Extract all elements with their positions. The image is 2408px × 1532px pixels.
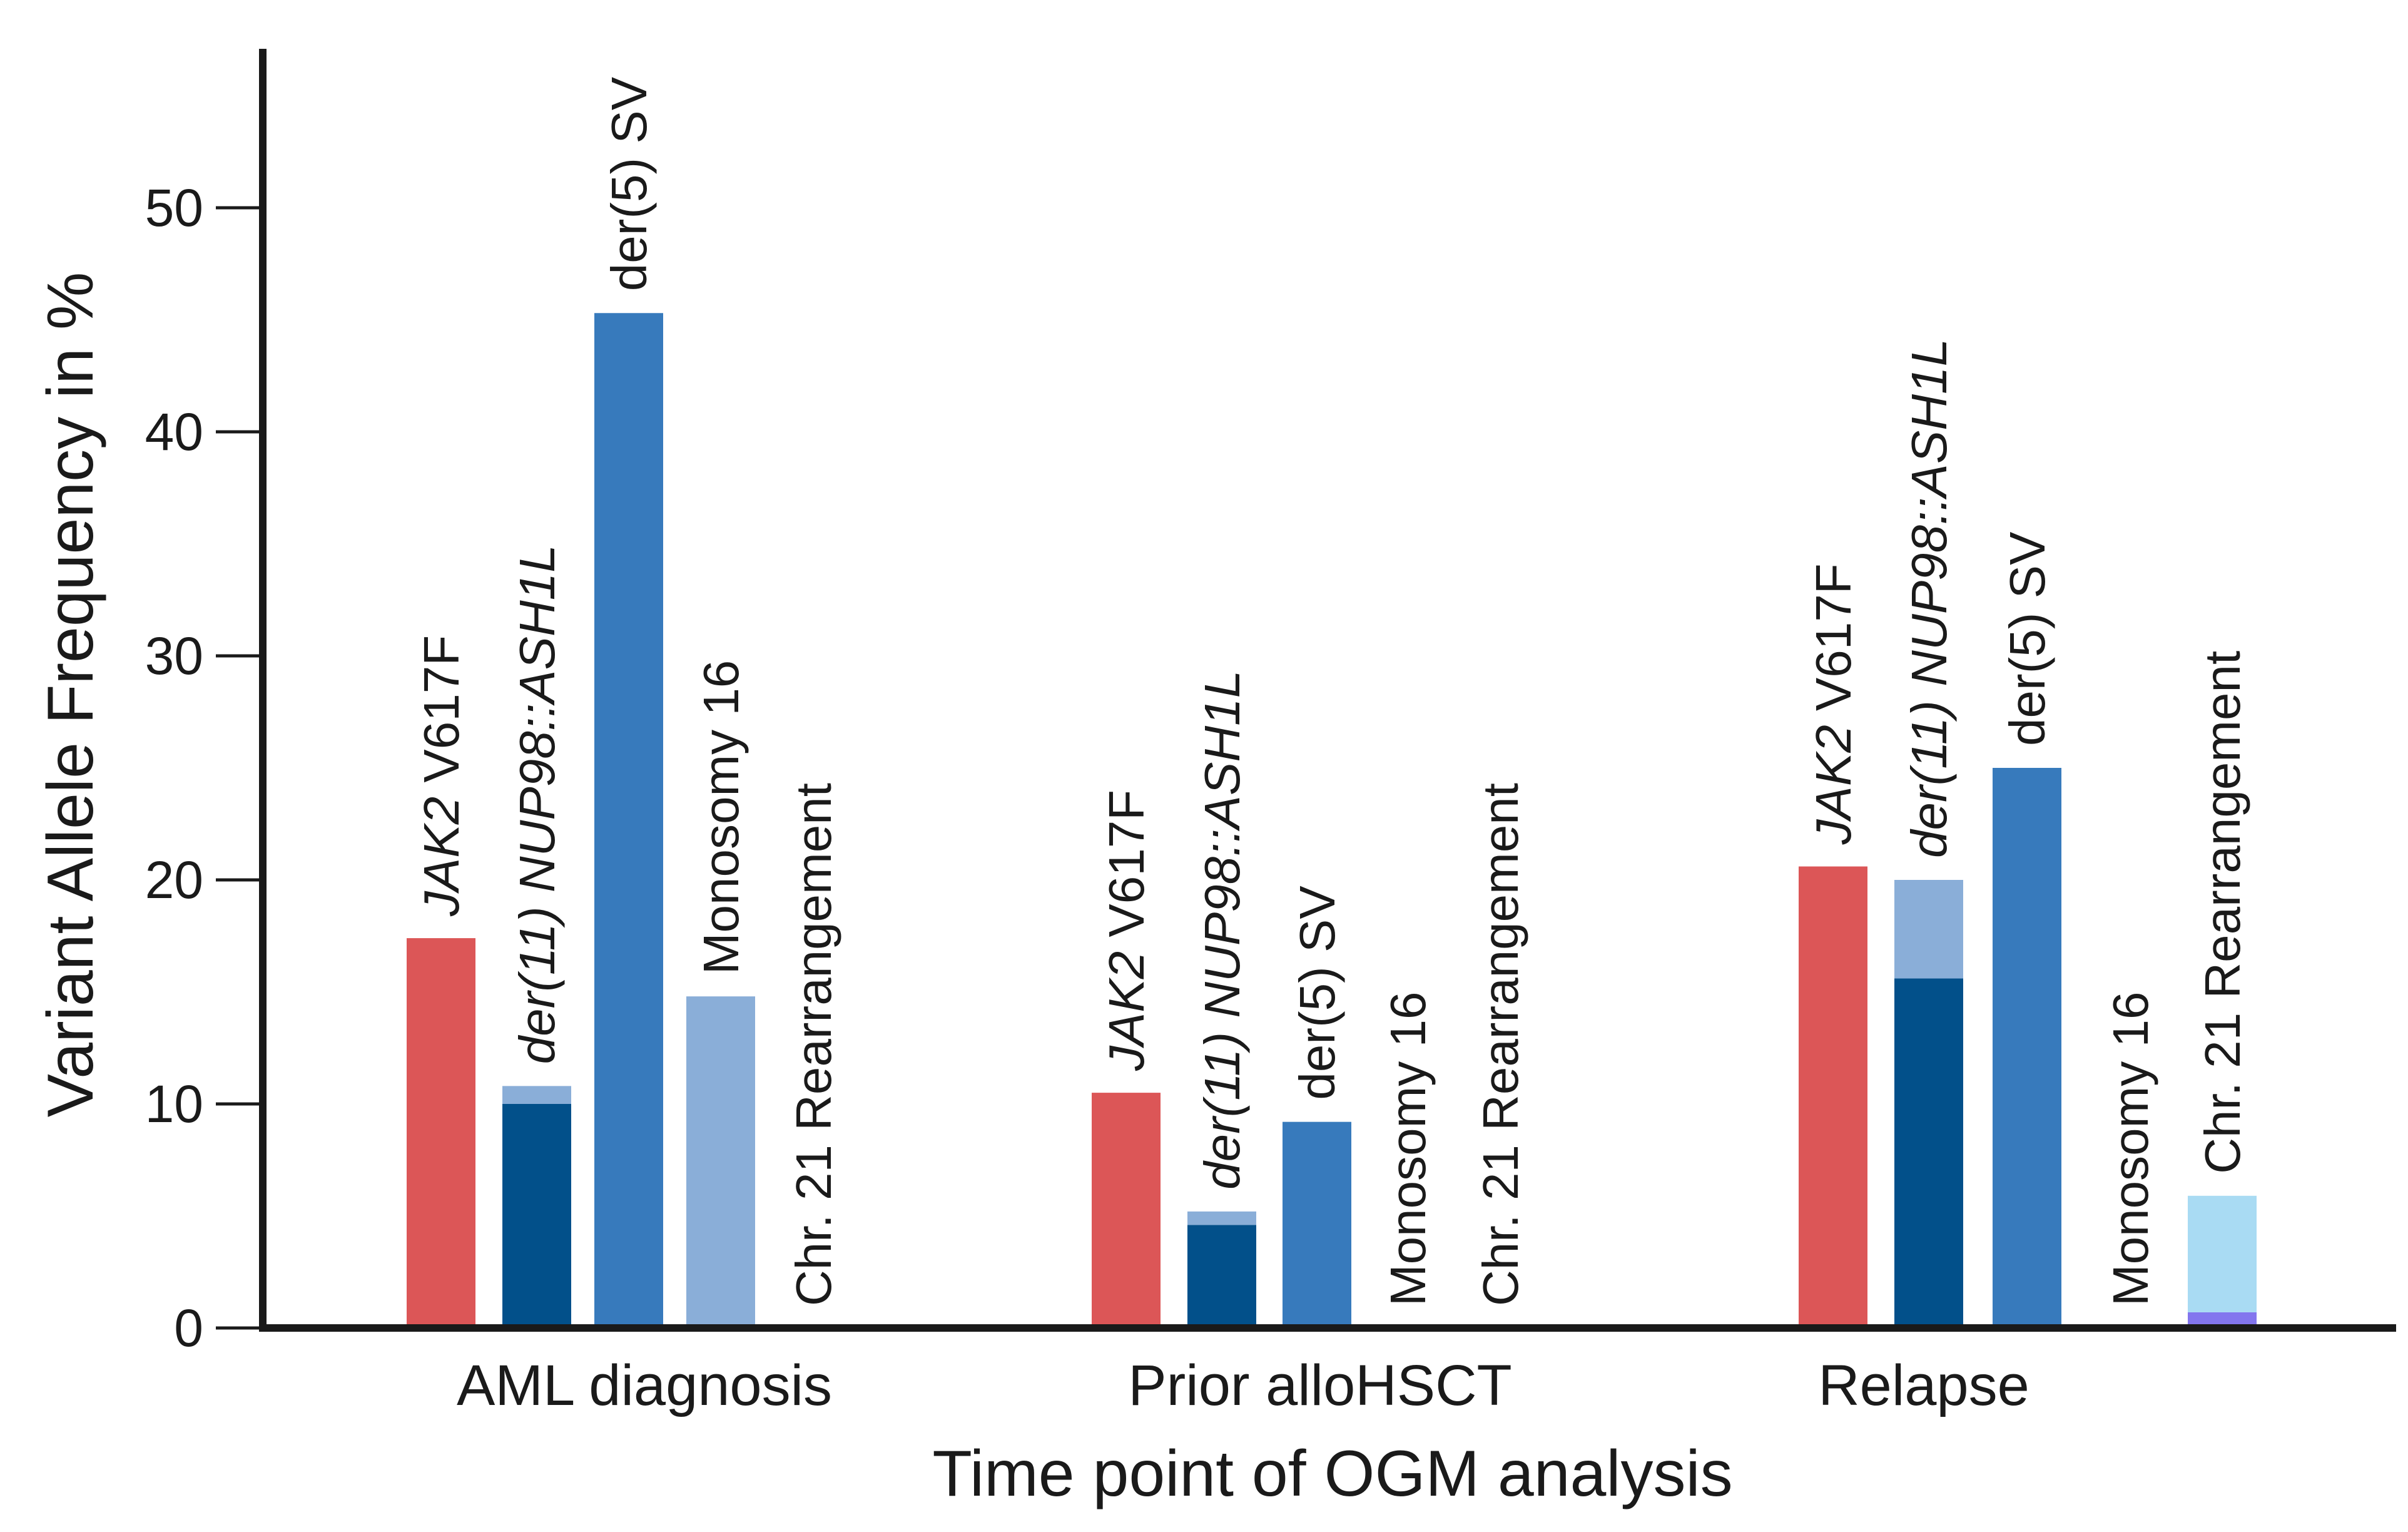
bar-label-0-0: JAK2 V617F [414, 635, 469, 917]
bar-1-2-seg-0 [1283, 1121, 1351, 1328]
bar-1-0-seg-0 [1092, 1093, 1161, 1328]
y-axis-title: Variant Allele Frequency in % [34, 272, 107, 1118]
bar-2-2-seg-0 [1993, 768, 2061, 1328]
y-tick-label-4: 40 [145, 402, 203, 461]
bar-1-1-seg-0 [1187, 1225, 1256, 1328]
category-label-1: Prior alloHSCT [1128, 1354, 1511, 1417]
bar-0-2-seg-0 [594, 313, 663, 1328]
bar-0-0-seg-0 [407, 938, 475, 1328]
y-tick-label-5: 50 [145, 178, 203, 237]
axes-layer: 0 10 20 30 40 50 [145, 49, 2396, 1357]
y-tick-label-3: 30 [145, 626, 203, 685]
y-tick-label-2: 20 [145, 850, 203, 909]
bar-0-3-seg-0 [686, 996, 755, 1328]
bar-2-1-seg-0 [1894, 978, 1963, 1328]
bar-label-1-1: der(11) NUP98::ASH1L [1194, 670, 1250, 1190]
bar-label-0-4: Chr. 21 Rearrangement [786, 783, 841, 1306]
bar-label-2-2: der(5) SV [1999, 531, 2055, 746]
bar-label-1-2: der(5) SV [1289, 886, 1345, 1100]
bar-label-1-3: Monosomy 16 [1380, 992, 1436, 1306]
bar-1-1-seg-1 [1187, 1211, 1256, 1225]
bar-2-1-seg-1 [1894, 880, 1963, 979]
bar-label-2-3: Monosomy 16 [2103, 992, 2158, 1306]
bar-label-1-0: JAK2 V617F [1099, 790, 1154, 1071]
bar-label-2-4: Chr. 21 Rearrangement [2195, 651, 2250, 1174]
bar-0-1-seg-0 [502, 1104, 571, 1328]
category-label-0: AML diagnosis [457, 1354, 832, 1417]
bar-label-0-2: der(5) SV [601, 76, 657, 291]
bars-layer [407, 313, 2257, 1328]
bar-0-1-seg-1 [502, 1086, 571, 1104]
bar-label-0-1: der(11) NUP98::ASH1L [509, 544, 565, 1064]
y-tick-label-1: 10 [145, 1075, 203, 1133]
x-axis-title: Time point of OGM analysis [932, 1438, 1732, 1510]
bar-2-0-seg-0 [1799, 866, 1867, 1328]
y-tick-label-0: 0 [174, 1299, 203, 1357]
bar-label-1-4: Chr. 21 Rearrangement [1473, 783, 1528, 1306]
bar-label-2-1: der(11) NUP98::ASH1L [1901, 339, 1957, 858]
bar-label-0-3: Monosomy 16 [693, 660, 749, 974]
bar-label-2-0: JAK2 V617F [1806, 563, 1861, 845]
bar-2-4-seg-1 [2188, 1195, 2257, 1312]
category-label-2: Relapse [1818, 1354, 2030, 1417]
